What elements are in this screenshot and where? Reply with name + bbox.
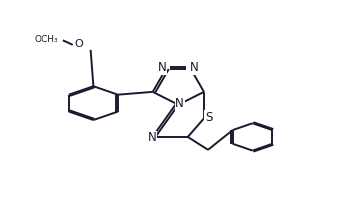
Text: S: S <box>205 111 213 124</box>
Text: N: N <box>175 97 184 110</box>
Text: OCH₃: OCH₃ <box>35 35 58 44</box>
Text: N: N <box>148 131 157 144</box>
Text: N: N <box>158 61 167 74</box>
Text: N: N <box>190 61 199 74</box>
Text: O: O <box>74 39 83 49</box>
